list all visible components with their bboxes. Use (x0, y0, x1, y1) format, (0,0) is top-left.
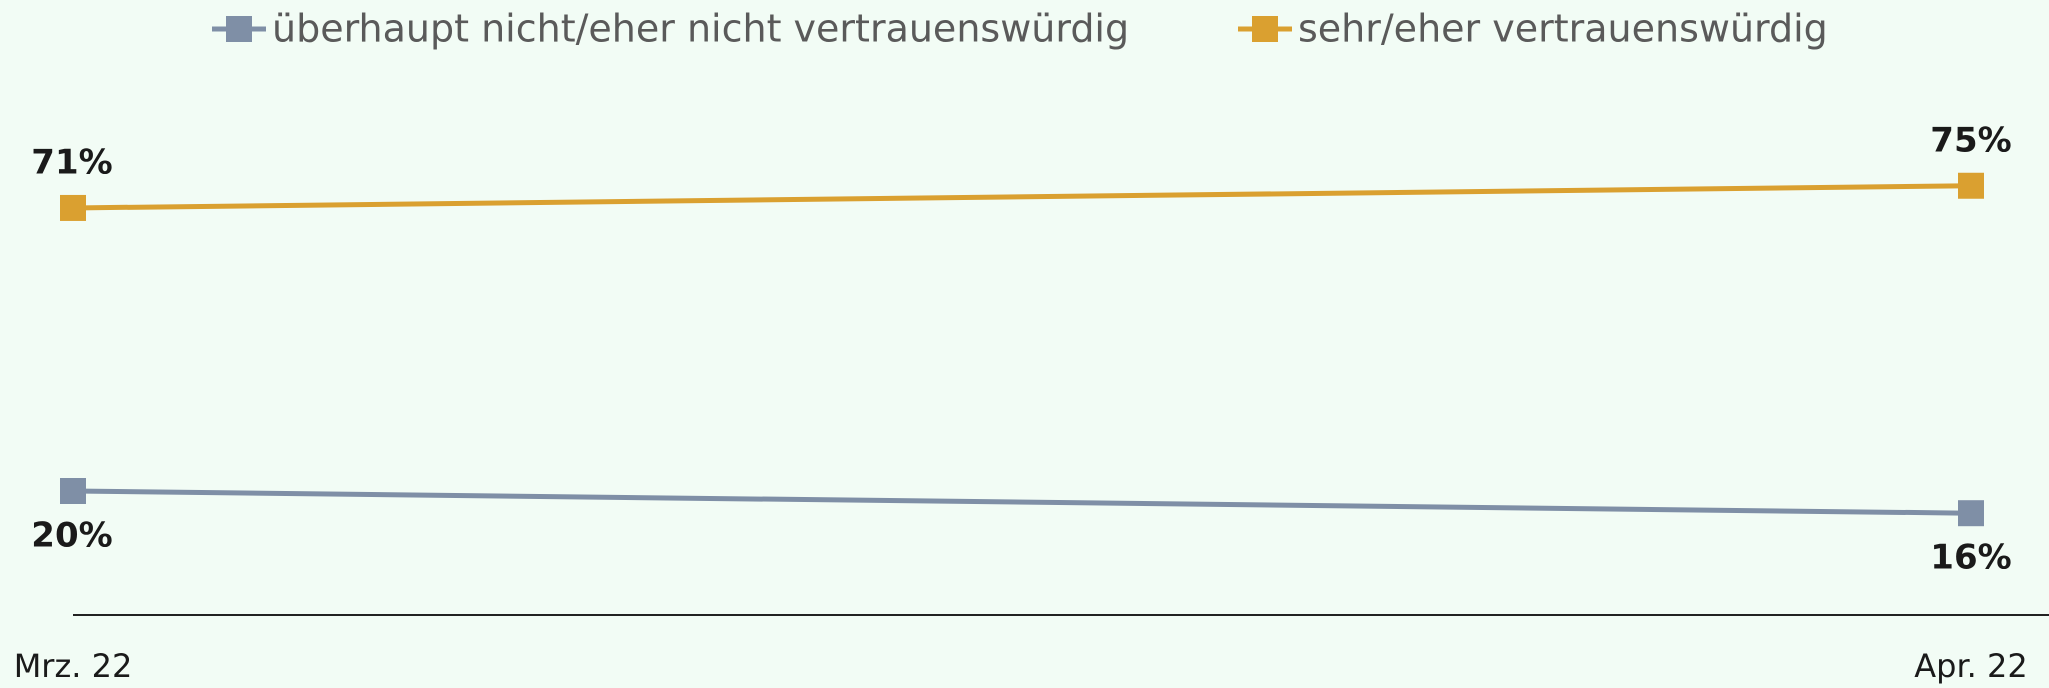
data-label: 71% (31, 142, 112, 182)
legend-label: überhaupt nicht/eher nicht vertrauenswür… (272, 7, 1129, 51)
series-line (72, 183, 1972, 211)
data-label: 20% (31, 516, 112, 556)
legend-label: sehr/eher vertrauenswürdig (1298, 7, 1828, 51)
x-tick-label: Apr. 22 (1914, 647, 2027, 685)
point-marker (1958, 500, 1984, 527)
data-label: 16% (1930, 538, 2011, 578)
point-marker (60, 194, 86, 221)
legend-marker (226, 16, 252, 42)
data-label: 75% (1930, 120, 2011, 160)
series-line (72, 488, 1972, 516)
point-marker (60, 478, 86, 504)
legend-marker (1252, 16, 1278, 42)
x-tick-label: Mrz. 22 (14, 647, 133, 685)
point-marker (1958, 172, 1984, 199)
